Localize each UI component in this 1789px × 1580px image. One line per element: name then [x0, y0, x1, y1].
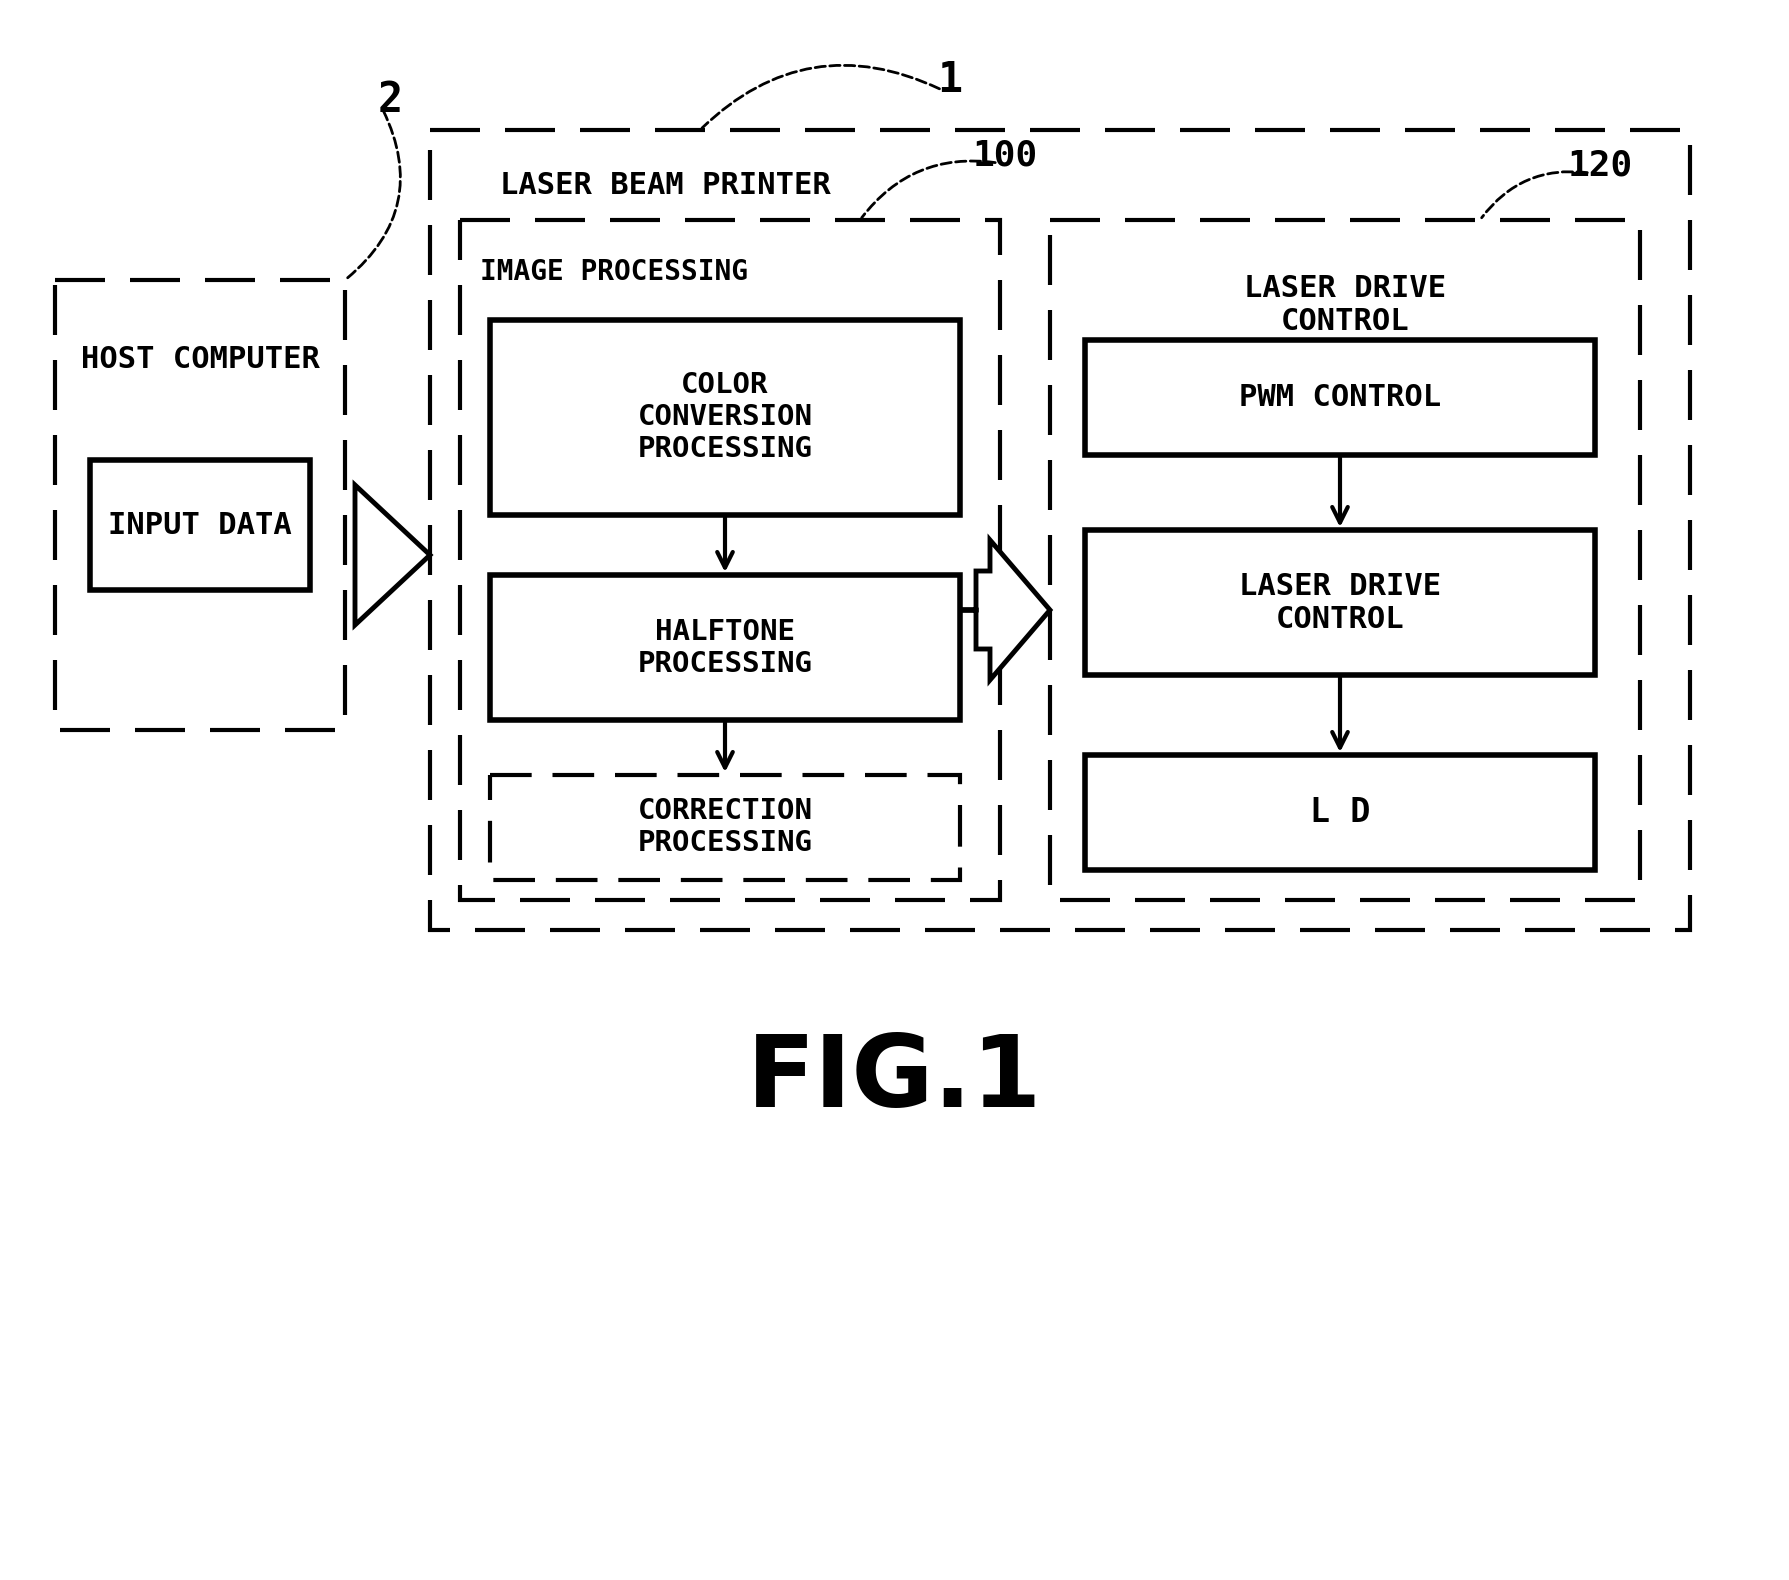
Text: IMAGE PROCESSING: IMAGE PROCESSING — [479, 258, 748, 286]
Text: CORRECTION
PROCESSING: CORRECTION PROCESSING — [637, 796, 812, 858]
Text: LASER BEAM PRINTER: LASER BEAM PRINTER — [499, 171, 830, 199]
Text: HALFTONE
PROCESSING: HALFTONE PROCESSING — [637, 618, 812, 678]
Bar — [89, 460, 309, 589]
Bar — [490, 776, 959, 880]
Bar — [1050, 220, 1639, 901]
Text: FIG.1: FIG.1 — [748, 1032, 1041, 1128]
Bar — [1084, 529, 1594, 675]
Text: L D: L D — [1310, 795, 1369, 828]
Text: LASER DRIVE
CONTROL: LASER DRIVE CONTROL — [1238, 572, 1440, 634]
Text: INPUT DATA: INPUT DATA — [107, 510, 292, 539]
Text: 1: 1 — [937, 58, 962, 101]
Text: COLOR
CONVERSION
PROCESSING: COLOR CONVERSION PROCESSING — [637, 371, 812, 463]
Text: LASER DRIVE
CONTROL: LASER DRIVE CONTROL — [1243, 273, 1446, 337]
Bar — [490, 321, 959, 515]
Polygon shape — [354, 485, 429, 626]
Bar — [490, 575, 959, 720]
Text: 2: 2 — [377, 79, 403, 122]
Text: 120: 120 — [1567, 149, 1632, 182]
Bar — [55, 280, 345, 730]
Bar — [1084, 340, 1594, 455]
Text: 100: 100 — [971, 137, 1038, 172]
Bar — [429, 130, 1689, 931]
Text: HOST COMPUTER: HOST COMPUTER — [81, 346, 318, 374]
Bar — [1084, 755, 1594, 871]
Polygon shape — [961, 540, 1050, 679]
Bar — [460, 220, 1000, 901]
Text: PWM CONTROL: PWM CONTROL — [1238, 382, 1440, 411]
